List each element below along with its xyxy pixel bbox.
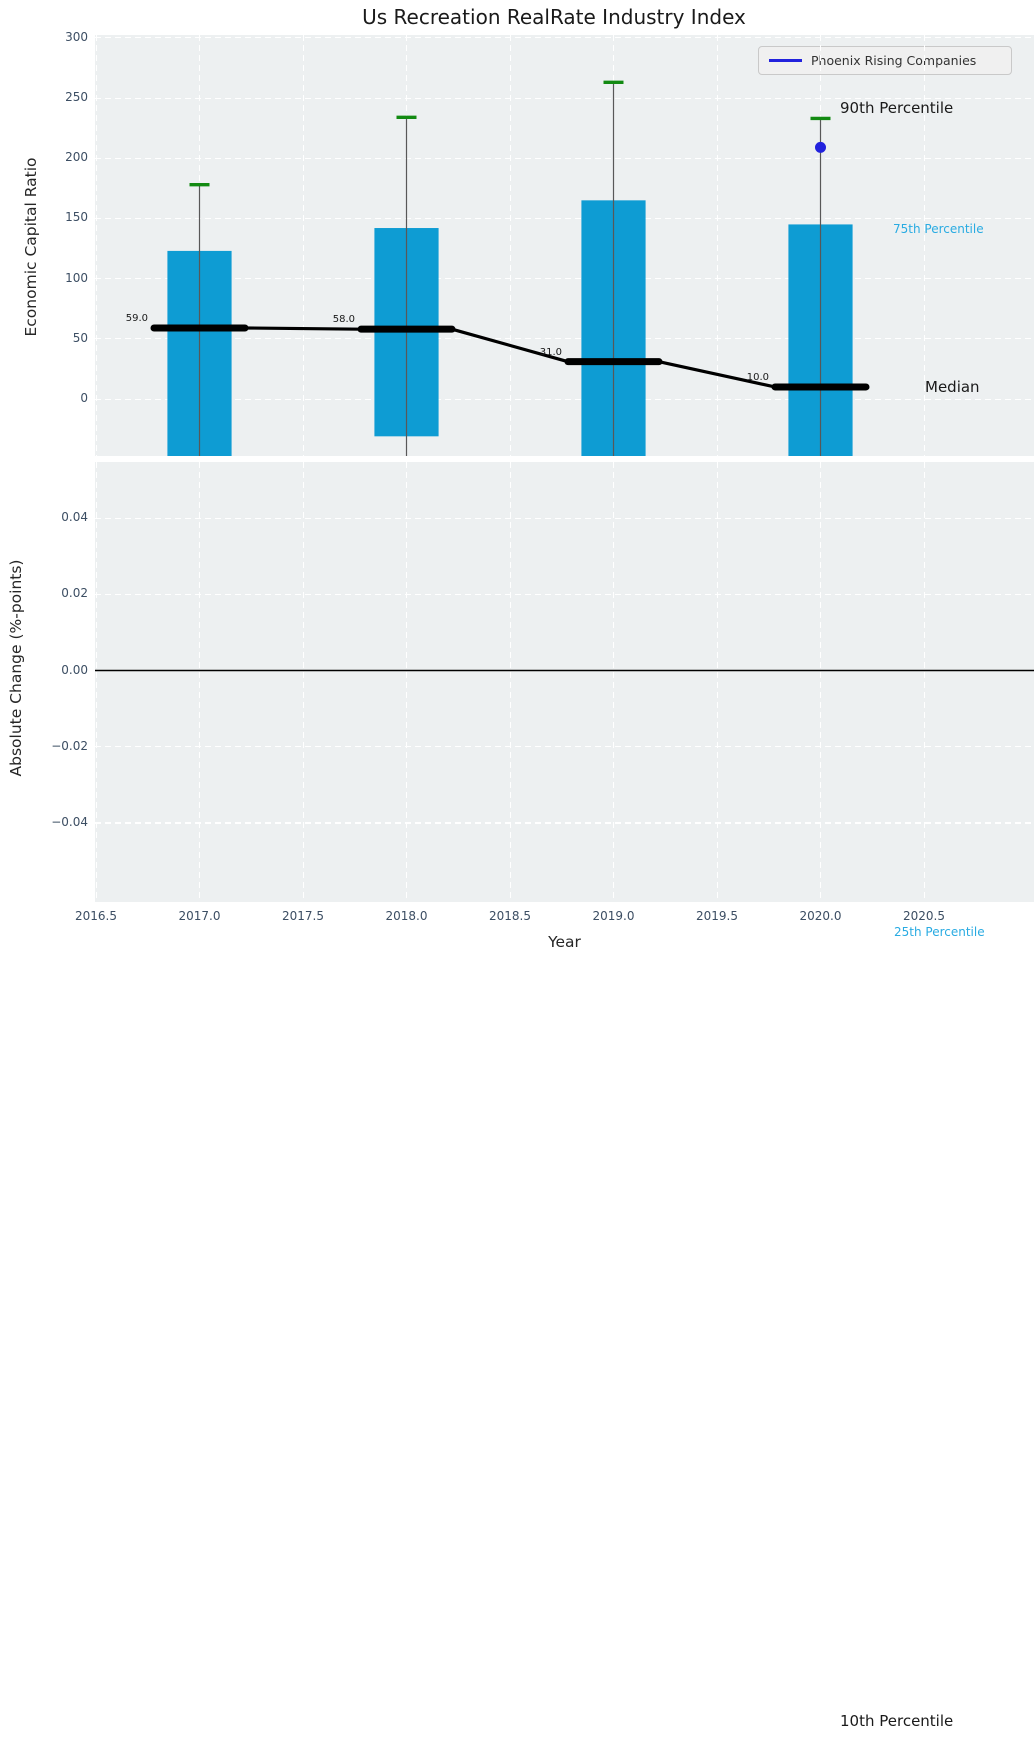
x-tick-label: 2019.0 — [592, 909, 635, 923]
annotation-p10: 10th Percentile — [840, 1712, 954, 1730]
chart-title: Us Recreation RealRate Industry Index — [362, 5, 746, 29]
y-tick-label-top: 50 — [72, 330, 88, 345]
y-tick-label-bottom: 0.02 — [61, 586, 88, 601]
median-value-label: 59.0 — [125, 312, 148, 324]
grid-line-vertical — [199, 462, 201, 902]
grid-line-vertical — [95, 462, 97, 902]
grid-line-vertical — [923, 462, 925, 902]
grid-line-horizontal — [95, 157, 1034, 159]
grid-line-vertical — [613, 35, 615, 456]
annotation-p75: 75th Percentile — [893, 222, 984, 236]
grid-line-vertical — [613, 462, 615, 902]
y-tick-label-bottom: −0.02 — [51, 738, 88, 753]
y-tick-label-top: 200 — [65, 150, 88, 165]
x-tick-label: 2017.0 — [178, 909, 221, 923]
grid-line-vertical — [302, 462, 304, 902]
grid-line-vertical — [716, 35, 718, 456]
median-value-label: 31.0 — [539, 346, 562, 358]
legend-label: Phoenix Rising Companies — [811, 53, 977, 68]
y-tick-label-bottom: 0.00 — [61, 662, 88, 677]
x-tick-label: 2018.0 — [385, 909, 428, 923]
x-tick-label: 2020.5 — [903, 909, 945, 923]
median-value-label: 58.0 — [332, 314, 355, 326]
x-tick-label: 2018.5 — [489, 909, 531, 923]
x-axis-label: Year — [548, 933, 581, 951]
grid-line-horizontal — [95, 746, 1034, 748]
grid-line-vertical — [199, 35, 201, 456]
y-tick-label-top: 300 — [65, 29, 88, 44]
annotation-p25: 25th Percentile — [894, 925, 985, 939]
y-tick-label-top: 0 — [80, 391, 88, 405]
grid-line-vertical — [406, 35, 408, 456]
legend-line-swatch — [769, 59, 802, 62]
grid-line-vertical — [820, 35, 822, 456]
grid-line-vertical — [509, 35, 511, 456]
grid-line-horizontal — [95, 822, 1034, 824]
grid-line-horizontal — [95, 97, 1034, 99]
grid-line-horizontal — [95, 338, 1034, 340]
annotation-median: Median — [925, 378, 980, 396]
grid-line-horizontal — [95, 278, 1034, 280]
grid-line-vertical — [923, 35, 925, 456]
grid-line-vertical — [95, 35, 97, 456]
median-value-label: 10.0 — [746, 371, 769, 383]
grid-line-horizontal — [95, 37, 1034, 39]
grid-line-vertical — [716, 462, 718, 902]
grid-line-vertical — [302, 35, 304, 456]
x-tick-label: 2020.0 — [799, 909, 842, 923]
y-tick-label-top: 250 — [65, 90, 88, 104]
y-tick-label-top: 100 — [65, 270, 88, 285]
x-tick-label: 2016.5 — [75, 909, 117, 923]
legend: Phoenix Rising Companies — [758, 46, 1012, 75]
y-tick-label-bottom: −0.04 — [51, 814, 88, 829]
x-tick-label: 2017.5 — [282, 909, 324, 923]
grid-line-vertical — [406, 462, 408, 902]
grid-line-vertical — [509, 462, 511, 902]
grid-line-horizontal — [95, 670, 1034, 672]
grid-line-horizontal — [95, 398, 1034, 400]
grid-line-horizontal — [95, 217, 1034, 220]
grid-line-horizontal — [95, 593, 1034, 595]
y-tick-label-bottom: 0.04 — [61, 510, 88, 525]
grid-line-vertical — [820, 462, 822, 902]
top-axes-plot-area — [95, 35, 1034, 456]
y-tick-label-top: 150 — [65, 210, 88, 225]
annotation-p90: 90th Percentile — [840, 99, 954, 117]
grid-line-horizontal — [95, 517, 1034, 519]
bottom-axes-plot-area — [95, 462, 1034, 902]
x-tick-label: 2019.5 — [696, 909, 738, 923]
